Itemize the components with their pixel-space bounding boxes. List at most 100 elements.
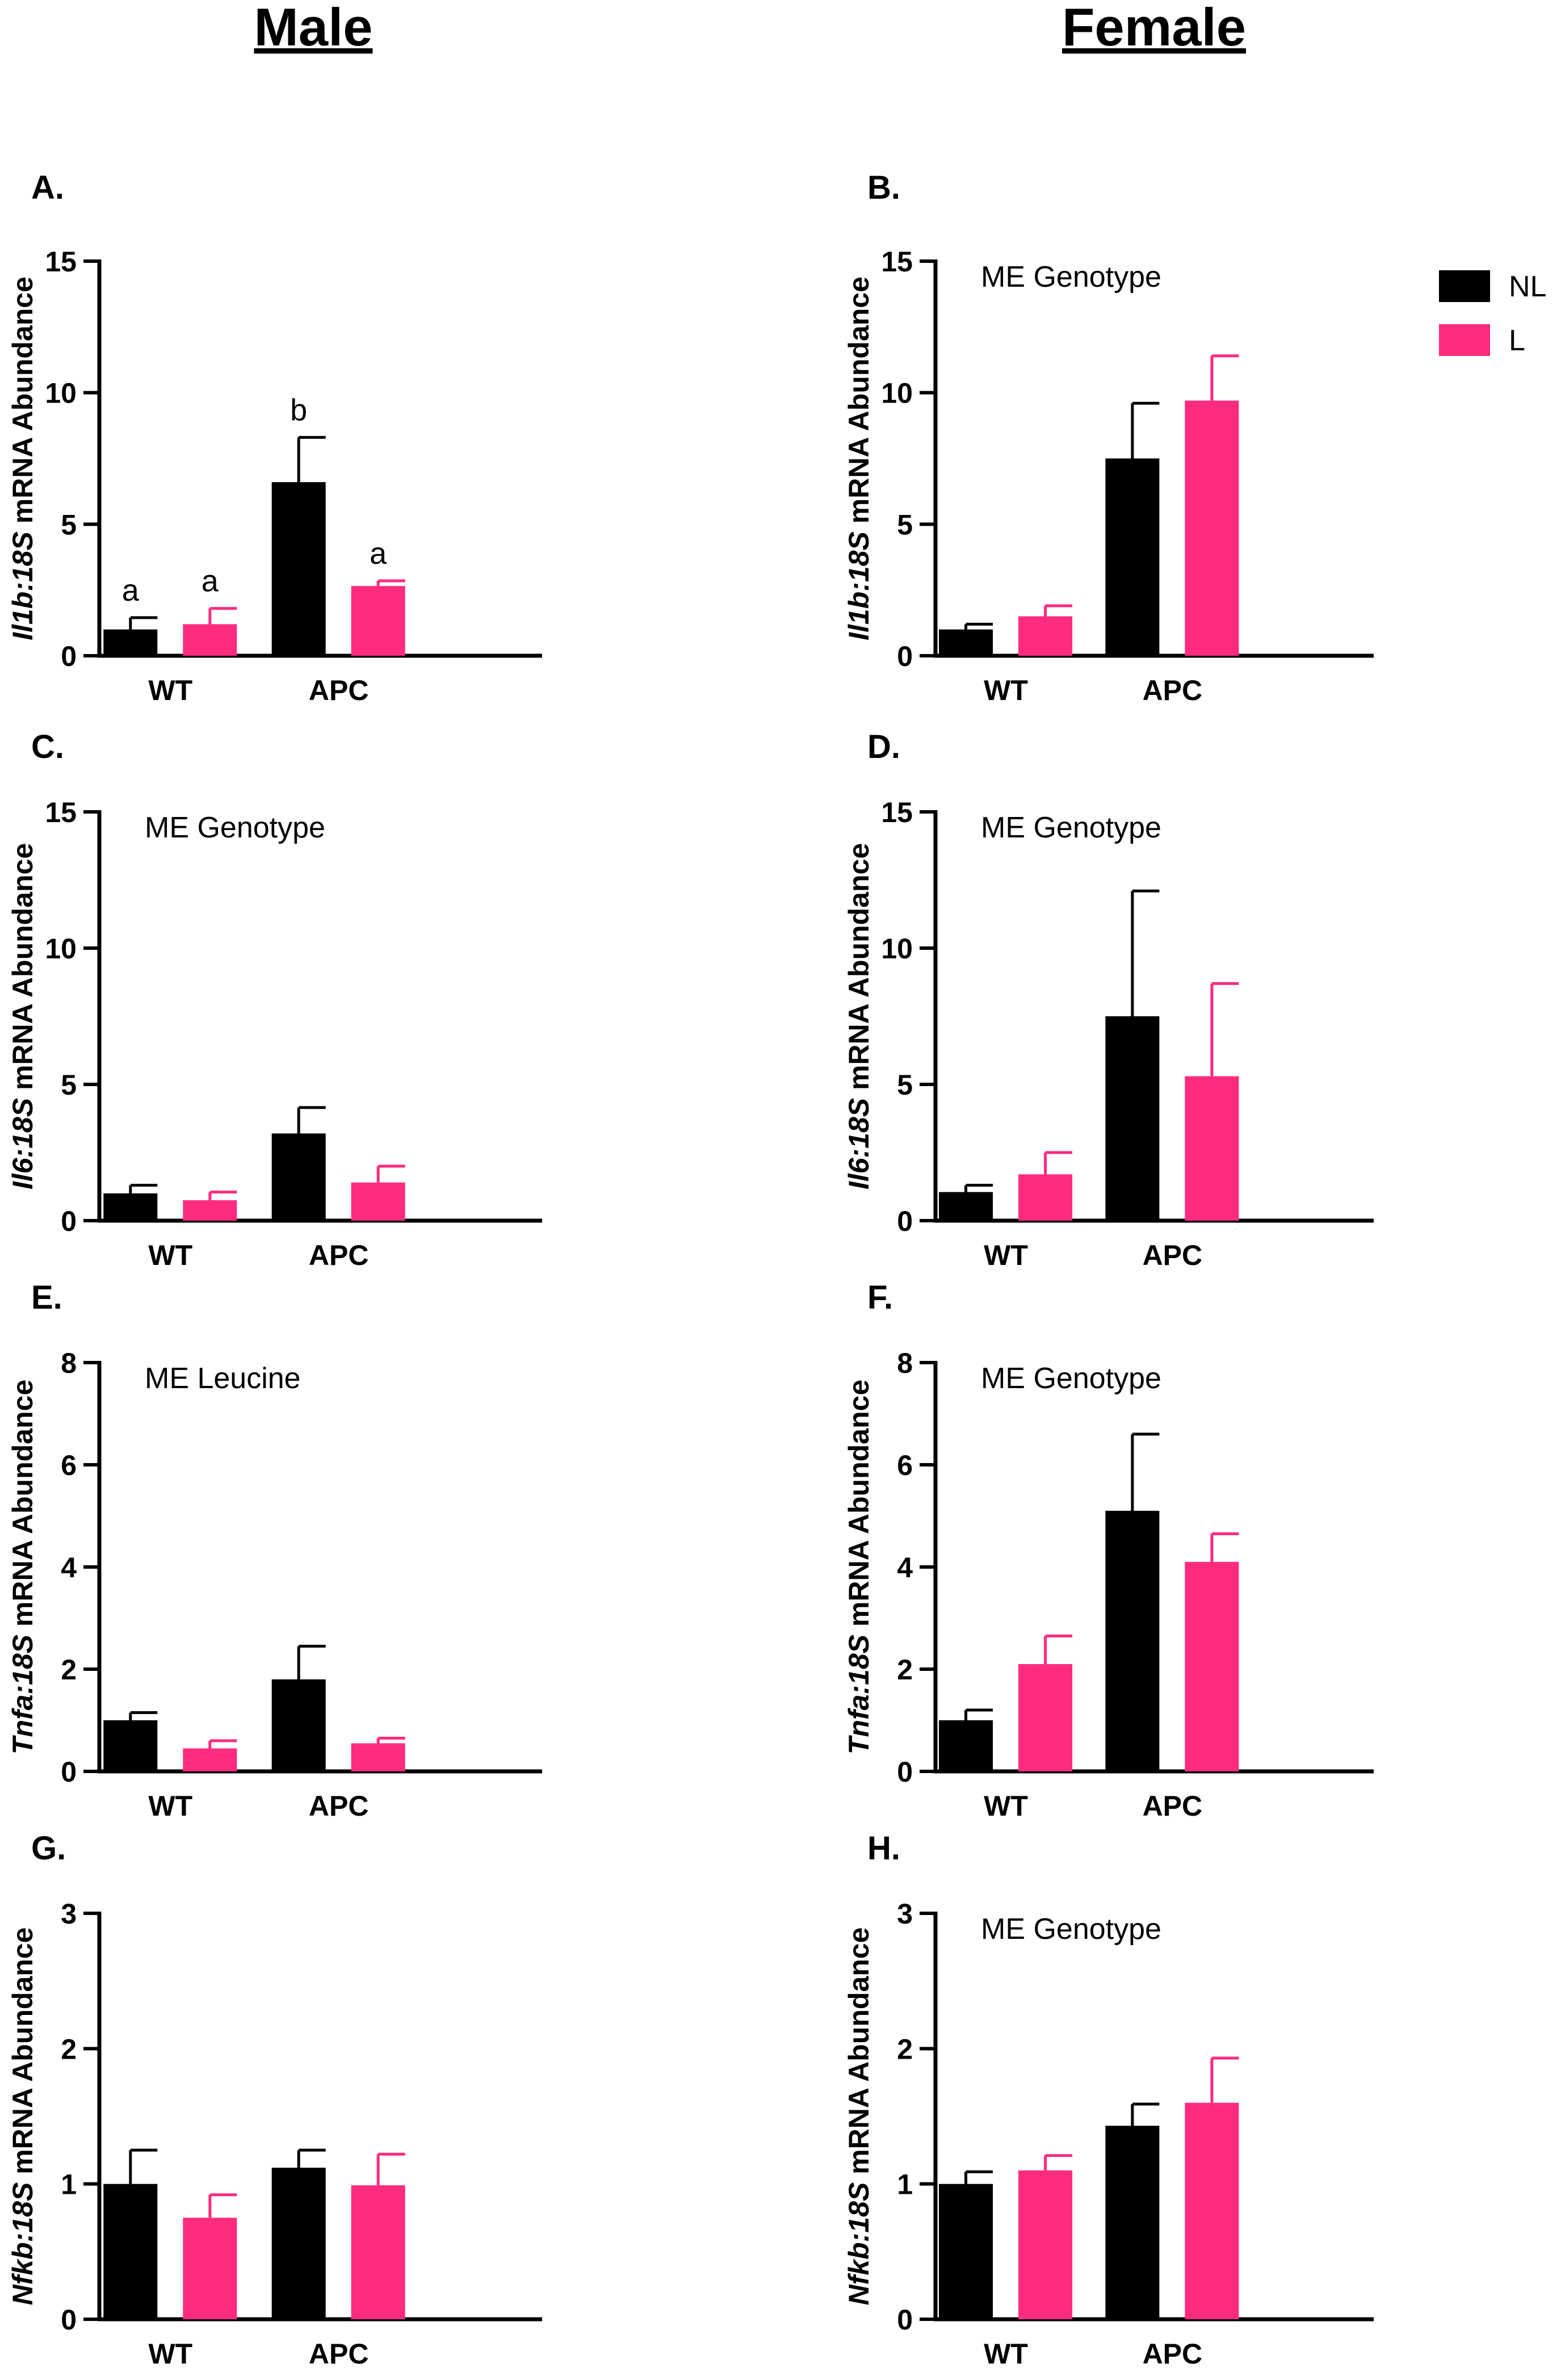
bar-nl-apc (271, 1679, 326, 1771)
x-tick-label: APC (309, 2338, 369, 2370)
x-tick-label: APC (1143, 1790, 1203, 1822)
bar-l-wt (183, 624, 237, 656)
panel-f: F. Tnfa:18S mRNA Abundance 0 2 4 6 8 ME Genotyp… (843, 1279, 1374, 1822)
y-tick-label: 8 (897, 1347, 913, 1379)
y-axis-gene: Tnfa:18S (843, 1635, 875, 1754)
bar-nl-apc (1105, 2126, 1160, 2319)
bar-nl-wt (939, 629, 993, 656)
y-tick-label: 5 (61, 1069, 77, 1101)
bar-nl-apc (1105, 458, 1160, 656)
panel-label: B. (867, 169, 900, 206)
x-tick-label: WT (984, 674, 1028, 706)
panel-c: C. Il6:18S mRNA Abundance 0 5 10 15 ME Genotyp… (7, 728, 542, 1271)
panel-d: D. Il6:18S mRNA Abundance 0 5 10 15 ME Genotyp… (843, 728, 1374, 1271)
bar-l-wt (1018, 1664, 1073, 1771)
bar-nl-apc (1105, 1511, 1160, 1771)
y-axis-label-rest: mRNA Abundance (7, 1928, 39, 2182)
x-tick-label: APC (309, 1790, 369, 1822)
y-tick-label: 5 (61, 509, 77, 540)
bar-nl-wt (103, 2184, 158, 2319)
bar-l-wt (183, 2218, 237, 2319)
female-header: Female (1062, 0, 1246, 57)
y-tick-label: 0 (61, 1756, 77, 1788)
significance-letter: a (202, 564, 219, 598)
y-tick-label: 15 (45, 246, 77, 278)
y-tick-label: 0 (897, 640, 913, 672)
y-axis-label-rest: mRNA Abundance (843, 276, 875, 531)
panel-annotation: ME Genotype (981, 261, 1161, 294)
y-axis-label: Nfkb:18S mRNA Abundance (843, 1928, 875, 2306)
panel-label: D. (867, 728, 900, 765)
y-axis-gene: Il1b:18S (7, 531, 39, 640)
bar-l-wt (1018, 1174, 1073, 1221)
bar-nl-apc (1105, 1016, 1160, 1221)
legend-swatch-l (1439, 324, 1490, 356)
bar-nl-apc (271, 2168, 326, 2319)
bar-l-apc (1185, 1076, 1239, 1221)
y-axis-gene: Nfkb:18S (7, 2182, 39, 2306)
y-tick-label: 0 (61, 640, 77, 672)
bar-l-apc (351, 586, 405, 656)
bar-l-apc (351, 1743, 405, 1771)
panel-label: H. (867, 1830, 900, 1867)
y-tick-label: 2 (897, 1654, 913, 1686)
x-tick-label: APC (309, 674, 369, 706)
y-tick-label: 2 (897, 2033, 913, 2065)
bar-nl-wt (939, 1720, 993, 1771)
y-tick-label: 1 (61, 2169, 77, 2201)
y-tick-label: 1 (897, 2169, 913, 2201)
bar-l-wt (183, 1748, 237, 1771)
panel-a: A. Il1b:18S mRNA Abundance 0 5 10 15 WT a a APC b a (7, 169, 542, 706)
y-tick-label: 15 (45, 797, 77, 828)
y-axis-label-rest: mRNA Abundance (843, 1380, 875, 1635)
panel-e: E. Tnfa:18S mRNA Abundance 0 2 4 6 8 ME Leucine… (7, 1279, 542, 1822)
panel-annotation: ME Genotype (145, 811, 325, 844)
x-tick-label: WT (148, 1790, 192, 1822)
panel-b: B. Il1b:18S mRNA Abundance 0 5 10 15 ME Genoty… (843, 169, 1374, 706)
y-axis-label-rest: mRNA Abundance (843, 843, 875, 1098)
bar-l-apc (1185, 400, 1239, 656)
y-tick-label: 6 (897, 1449, 913, 1481)
y-axis-label: Tnfa:18S mRNA Abundance (7, 1380, 39, 1754)
y-axis-label: Tnfa:18S mRNA Abundance (843, 1380, 875, 1754)
y-tick-label: 0 (897, 1756, 913, 1788)
significance-letter: a (370, 537, 387, 571)
y-axis-gene: Il1b:18S (843, 531, 875, 640)
panel-annotation: ME Genotype (981, 811, 1161, 844)
x-tick-label: APC (1143, 674, 1203, 706)
x-tick-label: WT (148, 674, 192, 706)
panel-g: G. Nfkb:18S mRNA Abundance 0 1 2 3 WT APC (7, 1830, 542, 2370)
x-tick-label: WT (984, 1790, 1028, 1822)
significance-letter: b (290, 393, 307, 427)
y-axis-gene: Tnfa:18S (7, 1635, 39, 1754)
x-tick-label: APC (1143, 1239, 1203, 1271)
y-tick-label: 10 (45, 933, 77, 965)
y-axis-gene: Il6:18S (843, 1098, 875, 1189)
y-tick-label: 10 (45, 378, 77, 409)
y-tick-label: 5 (897, 509, 913, 540)
y-tick-label: 8 (61, 1347, 77, 1379)
bar-l-apc (351, 1182, 405, 1221)
y-tick-label: 15 (881, 246, 913, 278)
bar-l-wt (183, 1200, 237, 1221)
y-tick-label: 6 (61, 1449, 77, 1481)
bar-l-apc (1185, 1562, 1239, 1771)
bar-nl-wt (939, 2184, 993, 2319)
bar-l-wt (1018, 2170, 1073, 2319)
y-axis-label: Il1b:18S mRNA Abundance (843, 276, 875, 640)
y-axis-label-rest: mRNA Abundance (843, 1928, 875, 2182)
panel-label: E. (31, 1279, 62, 1316)
x-tick-label: WT (148, 1239, 192, 1271)
y-tick-label: 0 (61, 1205, 77, 1237)
panel-label: F. (867, 1279, 893, 1316)
bar-nl-wt (939, 1192, 993, 1221)
y-tick-label: 0 (897, 2304, 913, 2336)
legend-swatch-nl (1439, 270, 1490, 302)
y-axis-label-rest: mRNA Abundance (7, 276, 39, 531)
bar-l-apc (351, 2185, 405, 2319)
y-tick-label: 0 (61, 2304, 77, 2336)
panel-label: C. (31, 728, 64, 765)
y-axis-label-rest: mRNA Abundance (7, 843, 39, 1098)
y-axis-label: Il1b:18S mRNA Abundance (7, 276, 39, 640)
